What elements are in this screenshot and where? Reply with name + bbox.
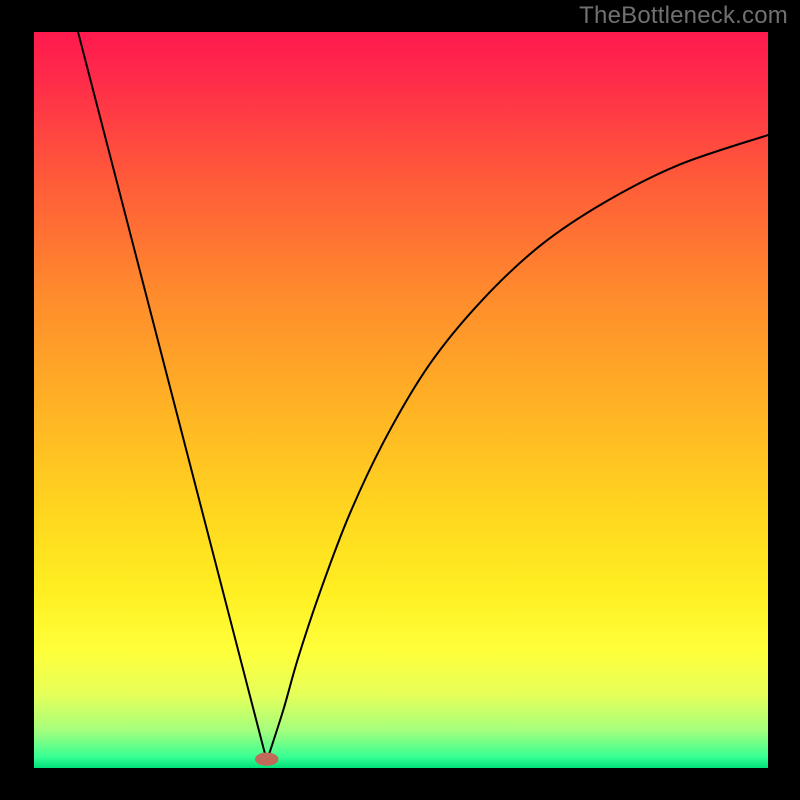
- watermark-text: TheBottleneck.com: [579, 2, 788, 30]
- plot-area: [34, 32, 768, 768]
- chart-frame: TheBottleneck.com: [0, 0, 800, 800]
- bottleneck-curve: [78, 32, 768, 755]
- curve-overlay: [34, 32, 768, 768]
- minimum-marker: [255, 753, 278, 766]
